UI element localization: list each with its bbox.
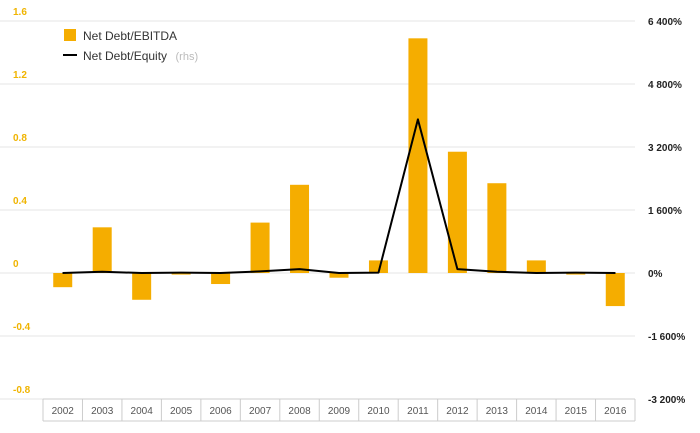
x-tick-label: 2004 xyxy=(131,406,154,417)
line-path xyxy=(62,118,616,274)
bar xyxy=(566,273,586,275)
line-series xyxy=(62,118,616,274)
x-tick-label: 2008 xyxy=(288,406,311,417)
right-tick-label: 6 400% xyxy=(648,17,682,28)
left-tick-label: 0.8 xyxy=(13,133,27,144)
x-tick-label: 2016 xyxy=(604,406,627,417)
legend-swatch-bar xyxy=(64,29,76,41)
bar xyxy=(171,273,191,275)
bar xyxy=(447,151,467,273)
right-tick-label: 4 800% xyxy=(648,80,682,91)
x-tick-label: 2014 xyxy=(525,406,548,417)
x-axis: 2002 2003 2004 2005 2006 2007 2008 2009 2010 2011… xyxy=(42,398,636,422)
right-axis: -3 200% -1 600% 0% 1 600% 3 200% 4 800% 6 400% xyxy=(648,17,685,406)
right-tick-label: 1 600% xyxy=(648,206,682,217)
line-point xyxy=(299,268,301,270)
bar xyxy=(526,260,546,273)
left-tick-label: 1.6 xyxy=(13,7,27,18)
line-point xyxy=(614,272,616,274)
line-point xyxy=(377,272,379,274)
bar xyxy=(290,184,310,273)
bar xyxy=(368,260,388,273)
bar xyxy=(408,38,428,274)
bar xyxy=(605,273,625,307)
bar xyxy=(92,227,112,273)
line-point xyxy=(417,118,419,120)
bar xyxy=(329,273,349,278)
x-tick-label: 2011 xyxy=(407,406,429,417)
bar xyxy=(53,273,73,288)
left-axis: -0.8 -0.4 0 0.4 0.8 1.2 1.6 xyxy=(13,7,31,396)
legend: Net Debt/EBITDA Net Debt/Equity (rhs) xyxy=(63,29,198,64)
line-point xyxy=(496,271,498,273)
x-tick-label: 2012 xyxy=(446,406,469,417)
x-tick-label: 2002 xyxy=(52,406,75,417)
line-point xyxy=(338,272,340,274)
x-tick-label: 2005 xyxy=(170,406,193,417)
line-point xyxy=(259,270,261,272)
left-tick-label: -0.8 xyxy=(13,385,31,396)
line-point xyxy=(62,272,64,274)
bar xyxy=(132,273,152,300)
bar xyxy=(211,273,231,285)
legend-label-line: Net Debt/Equity (rhs) xyxy=(83,47,198,64)
x-tick-label: 2007 xyxy=(249,406,272,417)
bar-series xyxy=(53,38,625,307)
line-point xyxy=(220,272,222,274)
left-tick-label: 0.4 xyxy=(13,196,27,207)
right-tick-label: -3 200% xyxy=(648,395,685,406)
line-point xyxy=(456,268,458,270)
line-point xyxy=(575,272,577,274)
gridlines xyxy=(0,20,635,400)
x-tick-label: 2015 xyxy=(565,406,588,417)
left-tick-label: -0.4 xyxy=(13,322,31,333)
legend-label-bar: Net Debt/EBITDA xyxy=(83,29,177,43)
line-point xyxy=(180,272,182,274)
left-tick-label: 1.2 xyxy=(13,70,27,81)
line-point xyxy=(535,272,537,274)
x-tick-label: 2013 xyxy=(486,406,509,417)
right-tick-label: -1 600% xyxy=(648,332,685,343)
left-tick-label: 0 xyxy=(13,259,19,270)
bar xyxy=(250,222,270,273)
line-point xyxy=(101,271,103,273)
x-tick-label: 2009 xyxy=(328,406,351,417)
right-tick-label: 0% xyxy=(648,269,663,280)
x-tick-label: 2010 xyxy=(367,406,390,417)
x-tick-label: 2006 xyxy=(209,406,232,417)
right-tick-label: 3 200% xyxy=(648,143,682,154)
line-point xyxy=(141,272,143,274)
bar xyxy=(487,183,507,273)
x-tick-label: 2003 xyxy=(91,406,114,417)
legend-label-line-text: Net Debt/Equity xyxy=(83,49,167,63)
legend-label-line-suffix: (rhs) xyxy=(176,51,199,63)
